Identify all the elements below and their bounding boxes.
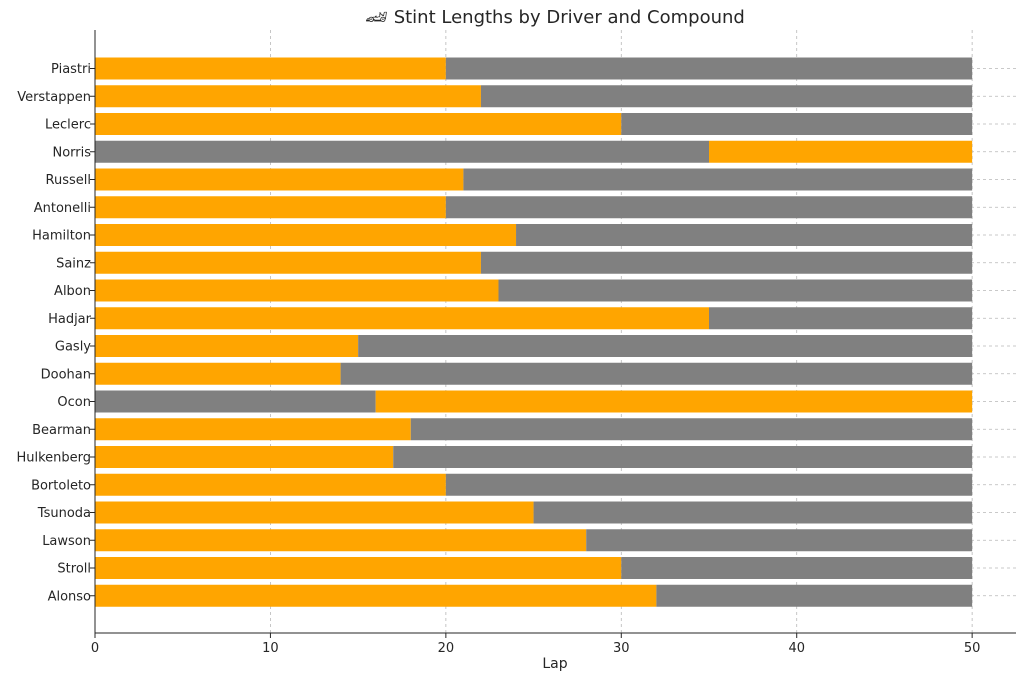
stint-bar-medium (95, 307, 709, 330)
stint-bar-hard (480, 251, 973, 274)
stint-bar-medium (709, 140, 973, 163)
y-tick-label-driver: Norris (52, 145, 91, 160)
y-tick-label-driver: Sainz (56, 256, 91, 271)
y-tick-label-driver: Hadjar (48, 312, 92, 327)
axes (94, 30, 1016, 634)
stint-bar-medium (95, 362, 341, 385)
stint-bar-medium (95, 85, 481, 108)
x-tick-label: 30 (613, 641, 630, 656)
x-tick-label: 20 (438, 641, 455, 656)
stint-bar-medium (375, 390, 973, 413)
y-tick-label-driver: Doohan (41, 367, 91, 382)
stint-bar-hard (445, 473, 973, 496)
stint-bar-medium (95, 557, 622, 579)
stint-bar-medium (95, 501, 534, 524)
y-tick-label-driver: Alonso (48, 589, 91, 604)
stint-bar-hard (709, 307, 973, 330)
y-tick-label-driver: Ocon (57, 395, 91, 410)
stint-bar-medium (95, 57, 446, 80)
stint-bar-hard (516, 224, 973, 246)
y-tick-label-driver: Bearman (32, 423, 91, 438)
stint-bar-medium (95, 251, 481, 274)
stint-bar-medium (95, 335, 359, 357)
x-ticks: 0 10 20 30 40 50 (91, 633, 981, 656)
y-tick-label-driver: Gasly (55, 340, 91, 355)
stint-bar-hard (586, 529, 973, 552)
stint-bar-hard (533, 501, 973, 524)
stint-bar-medium (95, 446, 394, 468)
stint-bar-hard (358, 335, 973, 357)
y-tick-label-driver: Verstappen (17, 90, 91, 105)
stint-bar-hard (445, 57, 973, 80)
stint-bar-hard (656, 584, 973, 607)
y-tick-label-driver: Russell (46, 173, 91, 188)
stint-bar-hard (621, 557, 973, 579)
x-tick-label: 40 (788, 641, 805, 656)
stint-bar-medium (95, 473, 446, 496)
y-tick-label-driver: Leclerc (45, 118, 91, 133)
y-tick-label-driver: Bortoleto (31, 478, 91, 493)
x-tick-label: 0 (91, 641, 99, 656)
y-tick-label-driver: Albon (54, 284, 91, 299)
stint-bar-hard (393, 446, 973, 468)
stint-bar-hard (340, 362, 973, 385)
stint-bar-hard (95, 140, 709, 163)
stint-bar-hard (498, 279, 973, 302)
stint-bar-hard (463, 168, 973, 191)
stint-bar-hard (410, 418, 973, 441)
y-tick-label-driver: Hamilton (32, 229, 91, 244)
stint-bar-medium (95, 584, 657, 607)
stint-bar-medium (95, 418, 411, 441)
y-tick-label-driver: Piastri (51, 62, 91, 77)
stint-bar-medium (95, 529, 587, 552)
stint-bar-hard (445, 196, 973, 219)
y-tick-label-driver: Lawson (42, 534, 91, 549)
stint-bar-medium (95, 113, 622, 135)
y-tick-label-driver: Hulkenberg (16, 451, 91, 466)
y-tick-label-driver: Antonelli (34, 201, 91, 216)
stint-bar-medium (95, 168, 464, 191)
x-axis-label: Lap (542, 656, 567, 672)
stint-bar-hard (95, 390, 376, 413)
y-ticks: Piastri Verstappen Leclerc Norris Russell Ant… (16, 62, 95, 604)
x-tick-label: 50 (964, 641, 981, 656)
y-tick-label-driver: Stroll (57, 562, 91, 577)
stint-bar-medium (95, 196, 446, 219)
x-tick-label: 10 (262, 641, 279, 656)
bars (95, 57, 973, 607)
stint-bar-hard (480, 85, 973, 108)
stint-bar-hard (621, 113, 973, 135)
chart-title: 🏎 Stint Lengths by Driver and Compound (365, 7, 745, 28)
stint-bar-medium (95, 279, 499, 302)
stint-bar-medium (95, 224, 517, 246)
y-tick-label-driver: Tsunoda (37, 506, 91, 521)
